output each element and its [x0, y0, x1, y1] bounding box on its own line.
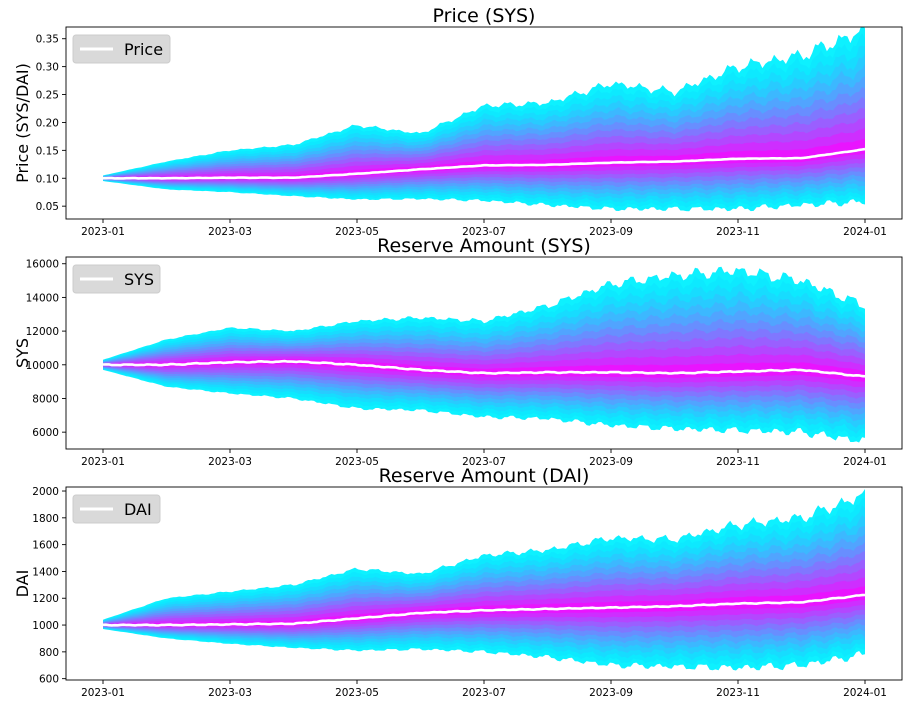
legend-box	[72, 34, 171, 64]
y-axis: 0.05 0.10 0.15 0.20 0.25 0.30 0.35	[36, 34, 66, 213]
legend: Price	[72, 34, 171, 64]
legend-box	[72, 494, 161, 524]
plot-area	[103, 27, 866, 212]
y-tick-label: 2000	[32, 486, 59, 498]
x-tick-label: 2023-11	[716, 226, 760, 238]
y-tick-label: 600	[39, 674, 59, 686]
legend-label: SYS	[124, 270, 154, 289]
legend: DAI	[72, 494, 161, 524]
percentile-band	[103, 586, 865, 627]
chart-title: Reserve Amount (DAI)	[379, 465, 590, 487]
x-axis: 2023-01 2023-03 2023-05 2023-07 2023-09 2023-…	[81, 680, 887, 699]
y-tick-label: 0.30	[36, 62, 59, 74]
x-tick-label: 2023-09	[589, 456, 633, 468]
y-tick-label: 1200	[32, 593, 59, 605]
chart-title: Price (SYS)	[433, 5, 536, 27]
x-tick-label: 2024-01	[843, 687, 887, 699]
y-tick-label: 0.25	[36, 90, 59, 102]
y-tick-label: 1600	[32, 540, 59, 552]
y-tick-label: 14000	[26, 292, 59, 304]
x-tick-label: 2023-07	[462, 456, 506, 468]
x-tick-label: 2023-01	[81, 226, 125, 238]
legend-box	[72, 264, 161, 294]
y-tick-label: 0.15	[36, 145, 59, 157]
y-tick-label: 0.35	[36, 34, 59, 46]
median-line	[102, 593, 866, 627]
legend: SYS	[72, 264, 161, 294]
x-tick-label: 2023-05	[335, 456, 379, 468]
x-tick-label: 2023-03	[208, 687, 252, 699]
percentile-band	[103, 127, 865, 181]
legend-label: Price	[124, 40, 163, 59]
chart-panel-3: 2023-01 2023-03 2023-05 2023-07 2023-09 2023-…	[13, 465, 903, 699]
x-tick-label: 2023-01	[81, 687, 125, 699]
x-axis: 2023-01 2023-03 2023-05 2023-07 2023-09 2023-…	[81, 219, 887, 238]
y-tick-label: 0.20	[36, 117, 59, 129]
y-tick-label: 12000	[26, 326, 59, 338]
x-tick-label: 2024-01	[843, 226, 887, 238]
chart-title: Reserve Amount (SYS)	[377, 235, 591, 257]
y-tick-label: 800	[39, 647, 59, 659]
x-axis: 2023-01 2023-03 2023-05 2023-07 2023-09 2023-…	[81, 449, 887, 468]
y-tick-label: 16000	[26, 259, 59, 271]
x-tick-label: 2023-07	[462, 226, 506, 238]
x-tick-label: 2023-07	[462, 687, 506, 699]
median-line	[103, 147, 866, 180]
x-tick-label: 2023-05	[335, 687, 379, 699]
x-tick-label: 2023-03	[208, 226, 252, 238]
y-axis-label: DAI	[13, 570, 32, 598]
x-tick-label: 2023-05	[335, 226, 379, 238]
x-tick-label: 2023-11	[716, 687, 760, 699]
y-tick-label: 8000	[32, 393, 59, 405]
x-tick-label: 2023-03	[208, 456, 252, 468]
y-tick-label: 1800	[32, 513, 59, 525]
y-axis-label: SYS	[13, 338, 32, 368]
plot-area	[102, 266, 866, 443]
plot-area	[102, 489, 866, 671]
x-tick-label: 2023-01	[81, 456, 125, 468]
y-tick-label: 0.10	[36, 173, 59, 185]
median-line	[102, 359, 866, 378]
y-tick-label: 1000	[32, 620, 59, 632]
x-tick-label: 2023-09	[589, 687, 633, 699]
chart-panel-1: 2023-01 2023-03 2023-05 2023-07 2023-09 2023-…	[13, 5, 903, 238]
y-axis: 6000 8000 10000 12000 14000 16000	[26, 259, 66, 439]
y-tick-label: 6000	[32, 427, 59, 439]
percentile-band	[103, 358, 865, 382]
y-axis-label: Price (SYS/DAI)	[13, 63, 32, 183]
x-tick-label: 2023-11	[716, 456, 760, 468]
percentile-band	[103, 577, 865, 628]
legend-label: DAI	[124, 500, 152, 519]
y-tick-label: 10000	[26, 360, 59, 372]
y-axis: 600 800 1000 1200 1400 1600 1800 2000	[32, 486, 66, 686]
x-tick-label: 2024-01	[843, 456, 887, 468]
x-tick-label: 2023-09	[589, 226, 633, 238]
y-tick-label: 1400	[32, 566, 59, 578]
chart-panel-2: 2023-01 2023-03 2023-05 2023-07 2023-09 2023-…	[13, 235, 903, 468]
y-tick-label: 0.05	[36, 201, 59, 213]
